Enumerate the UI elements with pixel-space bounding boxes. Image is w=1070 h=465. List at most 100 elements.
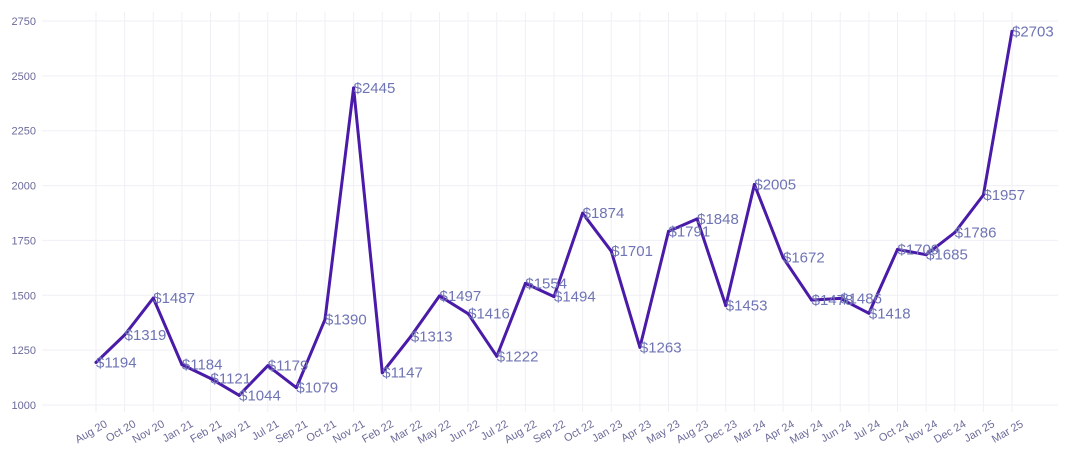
data-label: $1494 xyxy=(554,289,596,306)
data-point xyxy=(94,360,98,364)
x-tick-label: Sep 21 xyxy=(274,418,310,446)
data-point xyxy=(810,298,814,302)
data-label: $1147 xyxy=(382,365,423,382)
data-point xyxy=(724,304,728,308)
x-tick-label: Jan 21 xyxy=(161,418,196,445)
data-label: $1194 xyxy=(96,354,137,371)
data-label: $1179 xyxy=(268,358,309,375)
x-tick-label: Nov 21 xyxy=(331,418,367,446)
data-label: $1487 xyxy=(153,290,195,307)
data-label: $1044 xyxy=(239,387,281,404)
data-label: $1486 xyxy=(840,290,882,307)
data-label: $1791 xyxy=(669,223,711,240)
data-point xyxy=(552,295,556,299)
data-point xyxy=(266,364,270,368)
x-tick-label: Sep 22 xyxy=(531,418,567,446)
y-tick-label: 2250 xyxy=(12,126,36,138)
x-tick-label: Nov 20 xyxy=(131,418,167,446)
data-label: $1709 xyxy=(898,241,940,258)
data-label: $1685 xyxy=(926,247,968,264)
data-label: $2703 xyxy=(1012,23,1054,40)
grid-layer xyxy=(42,12,1058,412)
data-point xyxy=(695,217,699,221)
data-point xyxy=(409,334,413,338)
x-tick-label: Dec 24 xyxy=(932,418,968,446)
data-label: $1390 xyxy=(325,311,367,328)
data-point xyxy=(953,231,957,235)
data-point xyxy=(667,229,670,233)
data-point xyxy=(151,296,155,300)
data-label: $1957 xyxy=(983,187,1025,204)
x-tick-label: Aug 23 xyxy=(674,418,710,446)
data-point xyxy=(523,281,527,285)
data-label: $1222 xyxy=(497,348,539,365)
x-tick-label: Oct 22 xyxy=(562,418,596,445)
data-point xyxy=(209,376,212,380)
data-point xyxy=(896,247,899,251)
y-tick-label: 2500 xyxy=(12,71,36,83)
x-tick-label: Jan 23 xyxy=(590,418,625,445)
data-point xyxy=(180,363,184,367)
data-label: $1701 xyxy=(611,243,653,260)
x-tick-label: Mar 24 xyxy=(732,418,768,446)
data-point xyxy=(781,256,785,260)
data-label: $1418 xyxy=(869,305,911,322)
x-tick-label: Aug 22 xyxy=(503,418,539,446)
x-tick-label: Aug 20 xyxy=(73,418,109,446)
data-label: $1554 xyxy=(525,275,567,292)
data-point xyxy=(1010,29,1014,33)
y-tick-label: 1500 xyxy=(12,290,36,302)
data-point xyxy=(609,249,613,253)
data-label: $1848 xyxy=(697,211,739,228)
data-label: $1319 xyxy=(125,327,167,344)
data-point xyxy=(294,386,298,390)
data-label: $1497 xyxy=(440,288,482,305)
data-point xyxy=(237,393,241,397)
series-layer xyxy=(94,29,1014,397)
y-tick-label: 2750 xyxy=(12,16,36,28)
data-point xyxy=(123,333,127,337)
data-point xyxy=(924,253,928,257)
data-point xyxy=(838,296,842,300)
x-tick-label: May 22 xyxy=(416,418,453,446)
data-label: $1672 xyxy=(783,250,825,267)
x-tick-label: Mar 25 xyxy=(990,418,1026,446)
data-label: $2445 xyxy=(354,80,396,97)
x-tick-label: Dec 23 xyxy=(703,418,739,446)
data-point xyxy=(380,371,384,375)
x-tick-label: Nov 24 xyxy=(903,418,939,446)
data-point xyxy=(323,317,327,321)
x-tick-label: Jul 24 xyxy=(851,418,882,443)
x-tick-label: Feb 22 xyxy=(360,418,396,446)
data-label: $1453 xyxy=(726,298,768,315)
data-label: $1416 xyxy=(468,306,510,323)
data-point xyxy=(466,312,470,316)
data-label: $1184 xyxy=(182,357,223,374)
data-point xyxy=(867,311,871,315)
x-tick-label: Jun 24 xyxy=(819,418,854,445)
x-tick-label: Jan 25 xyxy=(962,418,997,445)
data-label: $1786 xyxy=(955,225,997,242)
data-point xyxy=(352,86,356,90)
data-label: $1478 xyxy=(812,292,854,309)
data-label: $2005 xyxy=(754,176,796,193)
x-tick-label: May 24 xyxy=(788,418,825,446)
data-label: $1313 xyxy=(411,328,453,345)
y-axis: 1000 1250 1500 1750 2000 2250 2500 2750 xyxy=(12,16,36,412)
data-point xyxy=(438,294,441,298)
data-point xyxy=(981,193,985,197)
data-labels: $1194 $1319 $1487 $1184$1121$1044 $1179 $1079… xyxy=(96,23,1054,404)
x-tick-label: May 21 xyxy=(215,418,252,446)
y-tick-label: 1000 xyxy=(12,400,36,412)
data-point xyxy=(581,211,585,215)
data-point xyxy=(752,182,756,186)
y-tick-label: 1250 xyxy=(12,345,36,357)
y-tick-label: 1750 xyxy=(12,235,36,247)
data-label: $1874 xyxy=(583,205,625,222)
x-tick-label: Jun 22 xyxy=(447,418,482,445)
data-label: $1263 xyxy=(640,339,682,356)
y-tick-label: 2000 xyxy=(12,181,36,193)
data-point xyxy=(638,345,642,349)
